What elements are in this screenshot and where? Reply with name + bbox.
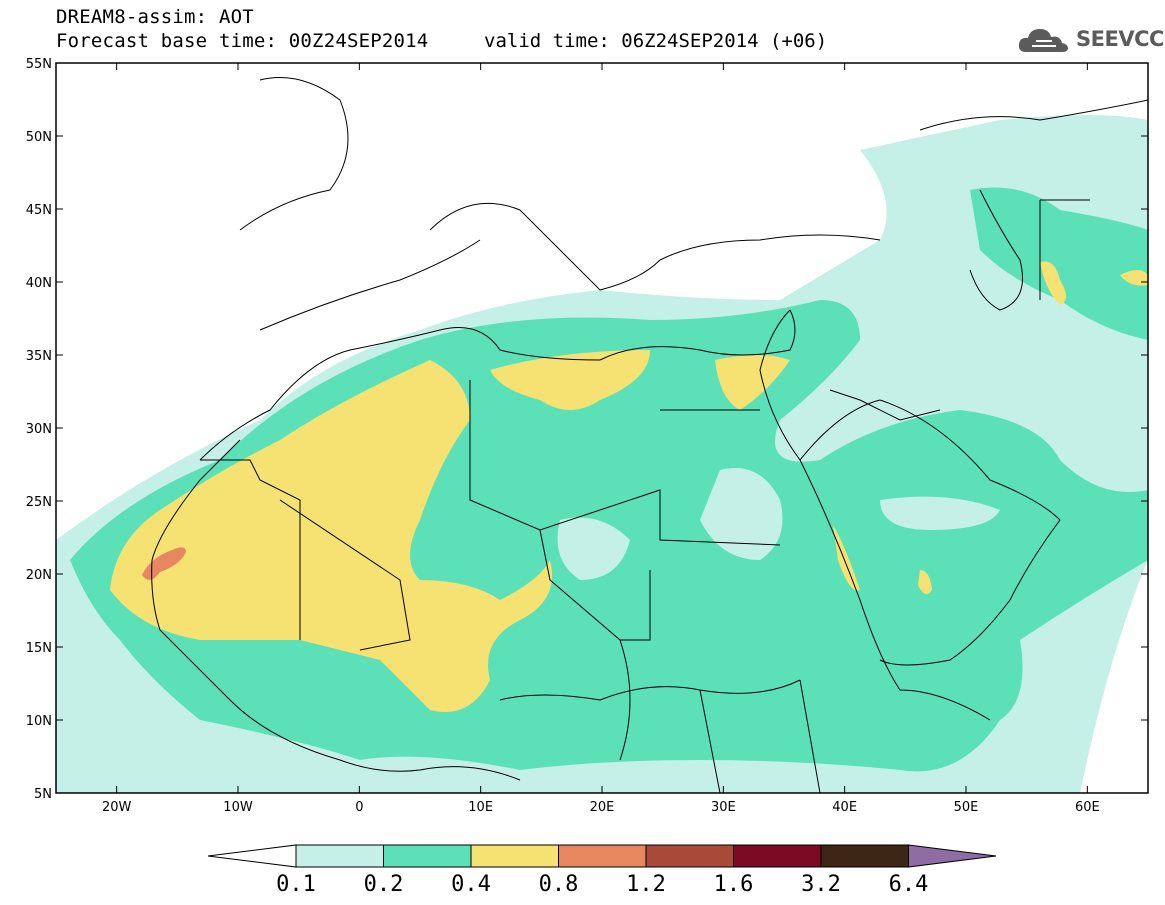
aot-contour-0.8 xyxy=(142,547,186,580)
seevccc-logo: SEEVCCC xyxy=(1018,24,1165,56)
lon-tick-label: 10W xyxy=(223,800,253,815)
lat-tick-label: 40N xyxy=(26,276,52,291)
lon-tick-label: 50E xyxy=(954,800,979,815)
lat-tick-label: 50N xyxy=(26,130,52,145)
colorbar-swatch xyxy=(558,844,647,868)
colorbar-swatch xyxy=(733,844,822,868)
lon-tick-label: 10E xyxy=(468,800,493,815)
colorbar-label: 3.2 xyxy=(801,872,841,897)
aot-contour-0.4-caspian xyxy=(1040,261,1066,305)
colorbar-low-arrow xyxy=(207,844,297,868)
colorbar-swatch xyxy=(820,844,909,868)
lat-tick-label: 10N xyxy=(26,714,52,729)
latitude-axis: 55N 50N 45N 40N 35N 30N 25N 20N 15N 10N 5N xyxy=(26,57,1148,802)
longitude-axis: 20W 10W 0 10E 20E 30E 40E 50E 60E xyxy=(102,63,1100,815)
aot-contour-0.4 xyxy=(110,360,552,712)
lat-tick-label: 20N xyxy=(26,568,52,583)
colorbar-swatch xyxy=(295,844,384,868)
aot-contour-0.4-libya xyxy=(490,350,650,410)
lat-tick-label: 45N xyxy=(26,203,52,218)
colorbar-swatch xyxy=(383,844,472,868)
coastlines xyxy=(151,77,1148,793)
colorbar-swatch xyxy=(645,844,734,868)
logo-text: SEEVCCC xyxy=(1076,27,1165,51)
aot-contour-0.4-egypt xyxy=(715,355,790,410)
cloud-icon xyxy=(1018,29,1068,52)
aot-light-patch-central xyxy=(557,517,630,580)
aot-light-patch-east xyxy=(700,468,783,560)
aot-contour-0.4-redsea xyxy=(833,525,860,591)
colorbar-swatch xyxy=(470,844,559,868)
colorbar-high-arrow xyxy=(908,844,997,868)
aot-light-patch-arabia xyxy=(880,496,1000,530)
lon-tick-label: 20E xyxy=(590,800,615,815)
lat-tick-label: 30N xyxy=(26,422,52,437)
lon-tick-label: 0 xyxy=(355,800,363,815)
colorbar-label: 1.6 xyxy=(714,872,754,897)
valid-time: valid time: 06Z24SEP2014 (+06) xyxy=(484,30,828,52)
lat-tick-label: 55N xyxy=(26,57,52,72)
colorbar-label: 1.2 xyxy=(626,872,666,897)
lon-tick-label: 60E xyxy=(1075,800,1100,815)
map-title: DREAM8-assim: AOT xyxy=(56,6,254,28)
colorbar-label: 0.1 xyxy=(276,872,316,897)
colorbar-label: 0.8 xyxy=(539,872,579,897)
aot-field xyxy=(56,63,1148,793)
lat-tick-label: 35N xyxy=(26,349,52,364)
lat-tick-label: 5N xyxy=(34,787,52,802)
colorbar-label: 0.4 xyxy=(451,872,491,897)
lat-tick-label: 25N xyxy=(26,495,52,510)
colorbar-label: 0.2 xyxy=(364,872,404,897)
lon-tick-label: 20W xyxy=(102,800,132,815)
colorbar-label: 6.4 xyxy=(889,872,929,897)
aot-contour-0.2-caspian xyxy=(970,187,1148,340)
forecast-base-time: Forecast base time: 00Z24SEP2014 xyxy=(56,30,429,52)
lat-tick-label: 15N xyxy=(26,641,52,656)
colorbar: 0.1 0.2 0.4 0.8 1.2 1.6 3.2 6.4 xyxy=(207,844,997,897)
lon-tick-label: 30E xyxy=(711,800,736,815)
lon-tick-label: 40E xyxy=(832,800,857,815)
aot-contour-0.4-arabia xyxy=(918,570,932,594)
